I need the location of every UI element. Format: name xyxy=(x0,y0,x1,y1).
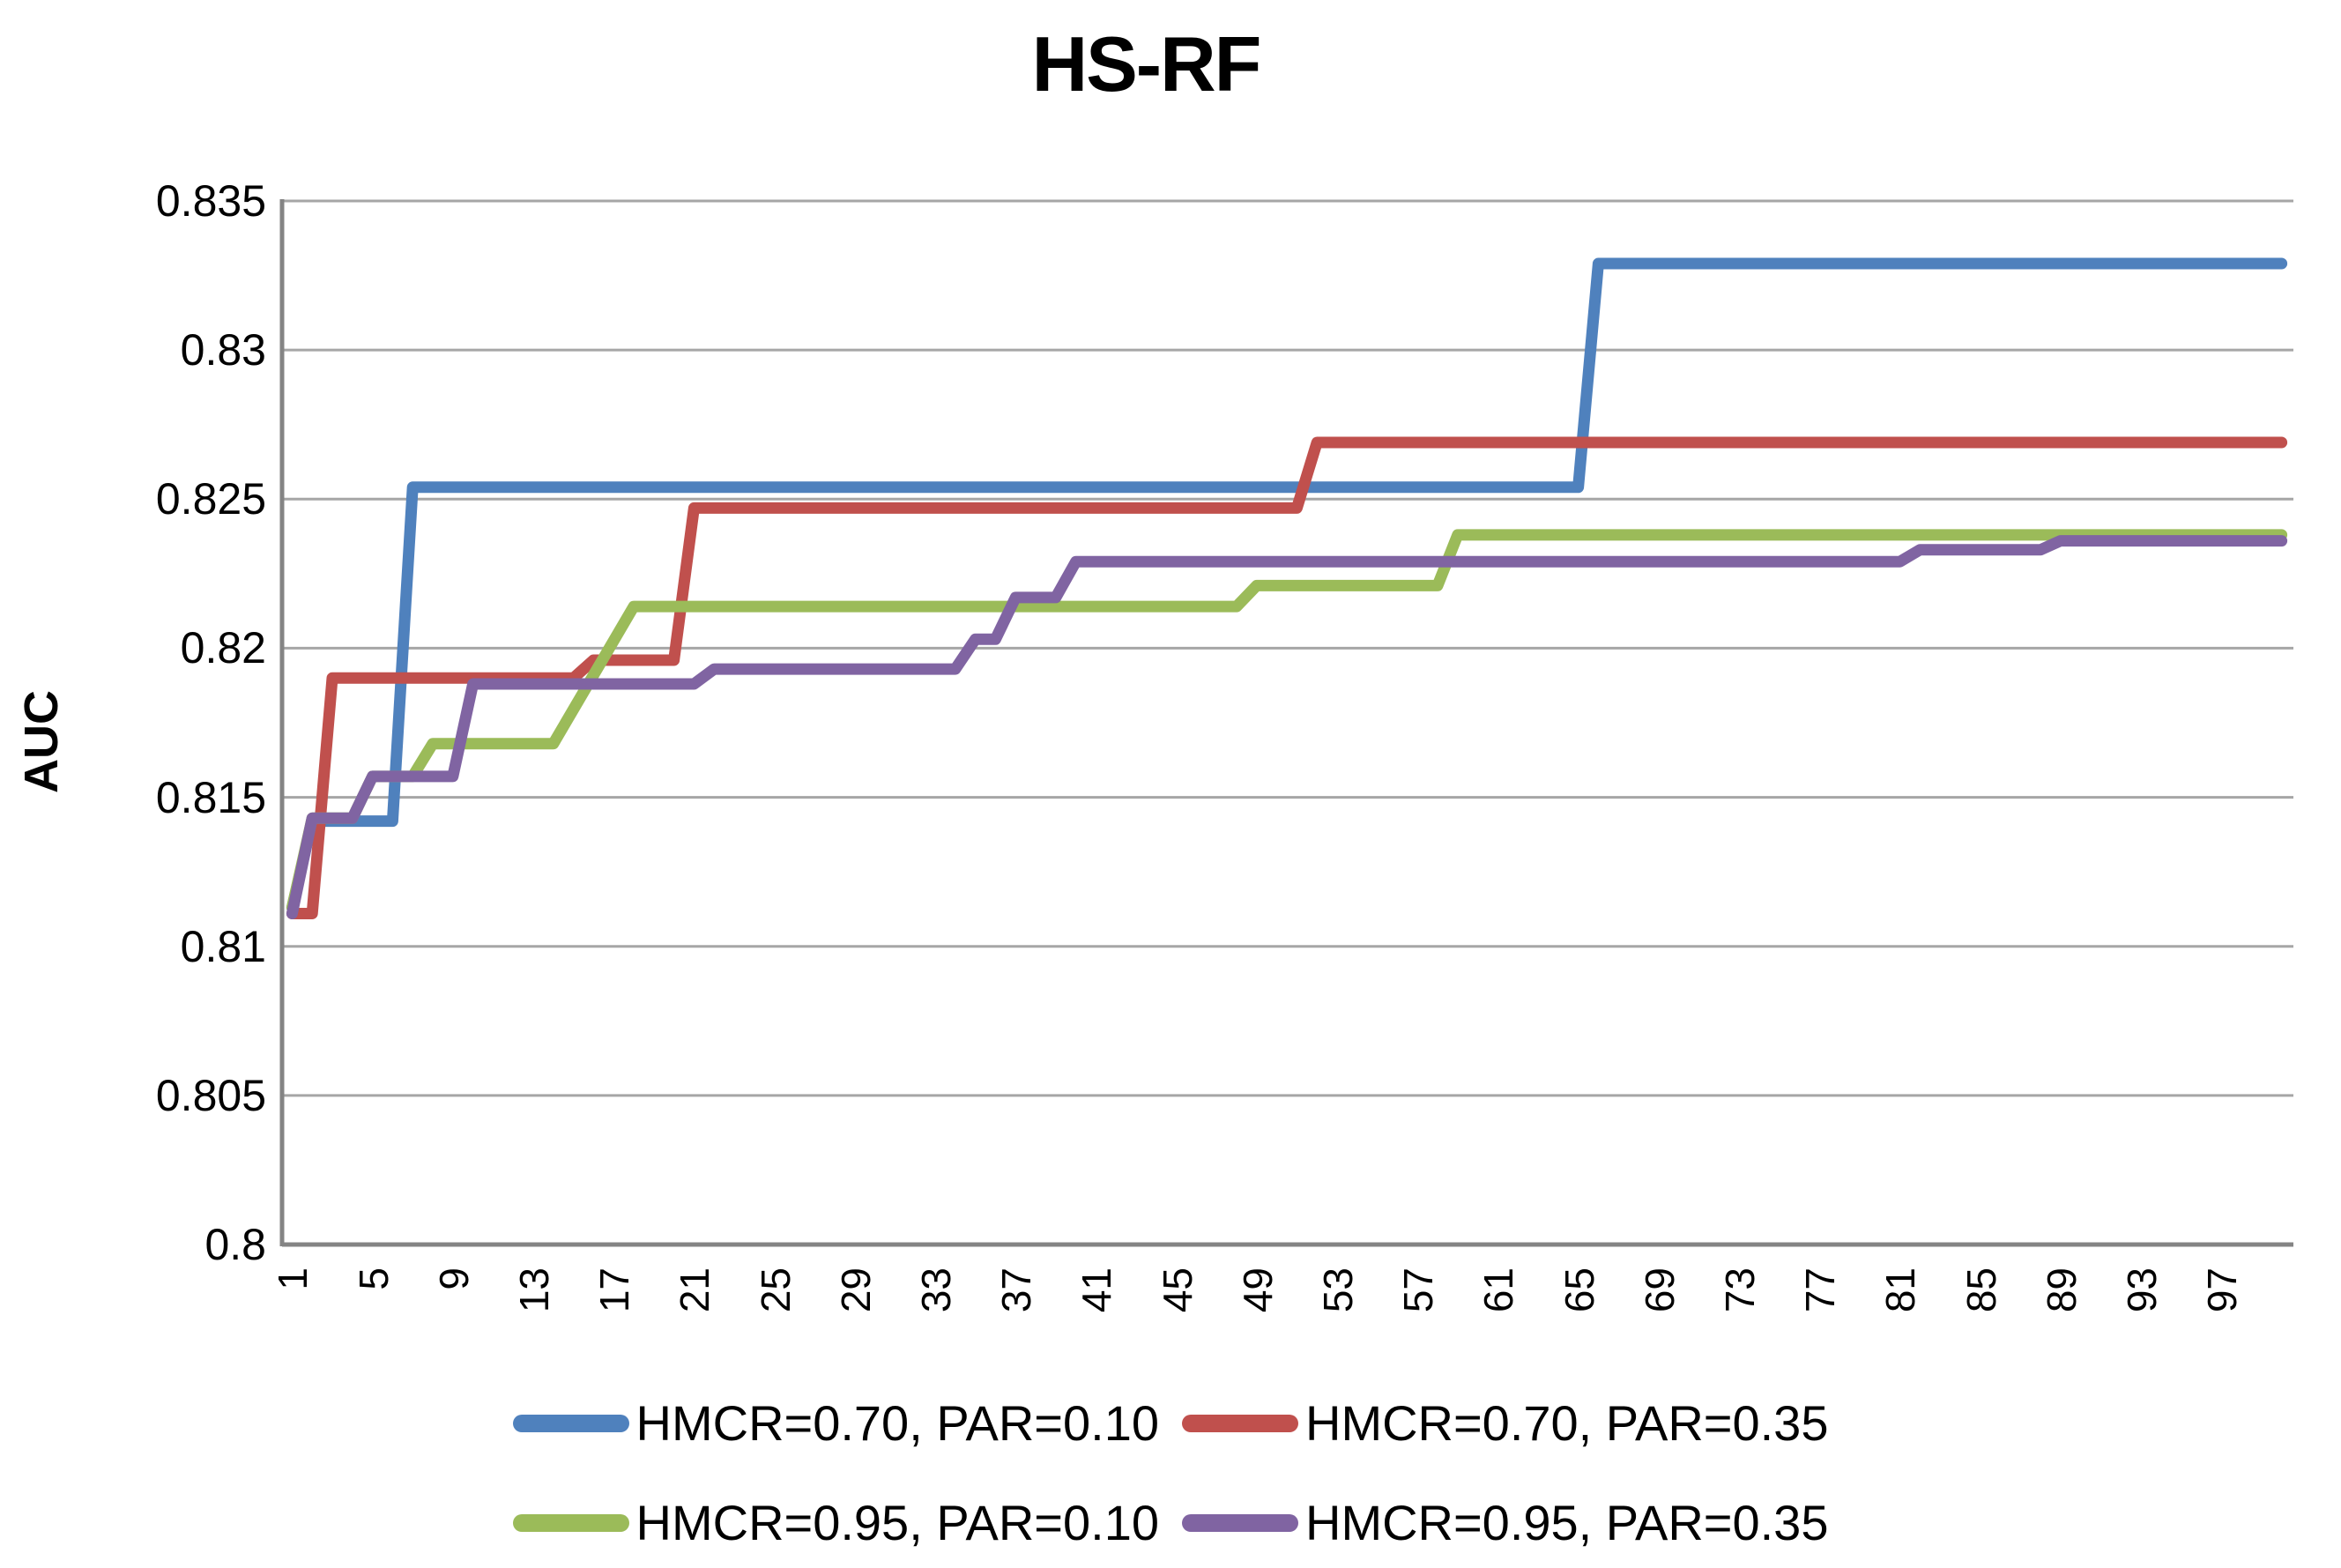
legend-label: HMCR=0.70, PAR=0.10 xyxy=(635,1395,1159,1451)
legend-label: HMCR=0.95, PAR=0.35 xyxy=(1305,1495,1829,1550)
y-tick-label: 0.825 xyxy=(155,474,266,524)
x-tick-label: 73 xyxy=(1717,1267,1763,1313)
x-tick-label: 13 xyxy=(511,1267,557,1313)
legend-swatch-icon xyxy=(1182,1513,1298,1532)
y-tick-label: 0.805 xyxy=(155,1070,266,1120)
x-tick-label: 45 xyxy=(1154,1267,1200,1313)
y-tick-label: 0.835 xyxy=(155,176,266,226)
x-tick-label: 85 xyxy=(1958,1267,2004,1313)
legend-swatch-icon xyxy=(512,1414,629,1432)
x-tick-label: 29 xyxy=(832,1267,879,1313)
legend-swatch-icon xyxy=(512,1513,629,1532)
legend-item: HMCR=0.95, PAR=0.35 xyxy=(1182,1494,1828,1551)
y-tick-label: 0.82 xyxy=(180,623,266,673)
y-tick-label: 0.815 xyxy=(155,772,266,822)
y-tick-label: 0.83 xyxy=(180,325,266,375)
x-tick-label: 9 xyxy=(430,1267,477,1290)
x-tick-label: 41 xyxy=(1074,1267,1120,1313)
legend-swatch-icon xyxy=(1182,1414,1298,1432)
series-line-3 xyxy=(286,535,2288,919)
x-tick-label: 33 xyxy=(913,1267,959,1313)
series-line-1 xyxy=(286,436,2288,919)
legend-item: HMCR=0.70, PAR=0.10 xyxy=(512,1394,1159,1452)
x-tick-label: 53 xyxy=(1315,1267,1361,1313)
legend-item: HMCR=0.95, PAR=0.10 xyxy=(512,1494,1159,1551)
x-tick-label: 21 xyxy=(672,1267,718,1313)
series-line-2 xyxy=(286,529,2288,914)
y-tick-label: 0.81 xyxy=(180,921,266,971)
x-tick-label: 69 xyxy=(1636,1267,1683,1313)
x-tick-label: 1 xyxy=(270,1267,316,1290)
chart-title: HS-RF xyxy=(1031,20,1262,108)
x-tick-label: 93 xyxy=(2119,1267,2165,1313)
legend-label: HMCR=0.95, PAR=0.10 xyxy=(635,1495,1159,1550)
x-tick-label: 37 xyxy=(993,1267,1040,1313)
x-tick-label: 89 xyxy=(2038,1267,2085,1313)
x-tick-label: 61 xyxy=(1475,1267,1522,1313)
x-tick-label: 57 xyxy=(1395,1267,1442,1313)
x-tick-label: 49 xyxy=(1234,1267,1281,1313)
x-tick-label: 77 xyxy=(1797,1267,1844,1313)
x-tick-label: 65 xyxy=(1556,1267,1602,1313)
x-tick-label: 17 xyxy=(591,1267,638,1313)
x-tick-label: 97 xyxy=(2199,1267,2246,1313)
legend-item: HMCR=0.70, PAR=0.35 xyxy=(1182,1394,1828,1452)
legend-label: HMCR=0.70, PAR=0.35 xyxy=(1305,1395,1829,1451)
x-tick-label: 81 xyxy=(1877,1267,1924,1313)
x-tick-label: 25 xyxy=(752,1267,799,1313)
legend-row-2: HMCR=0.95, PAR=0.10 HMCR=0.95, PAR=0.35 xyxy=(0,1494,2341,1551)
legend-row-1: HMCR=0.70, PAR=0.10 HMCR=0.70, PAR=0.35 xyxy=(0,1394,2341,1452)
y-tick-label: 0.8 xyxy=(204,1220,266,1269)
x-tick-label: 5 xyxy=(350,1267,397,1290)
